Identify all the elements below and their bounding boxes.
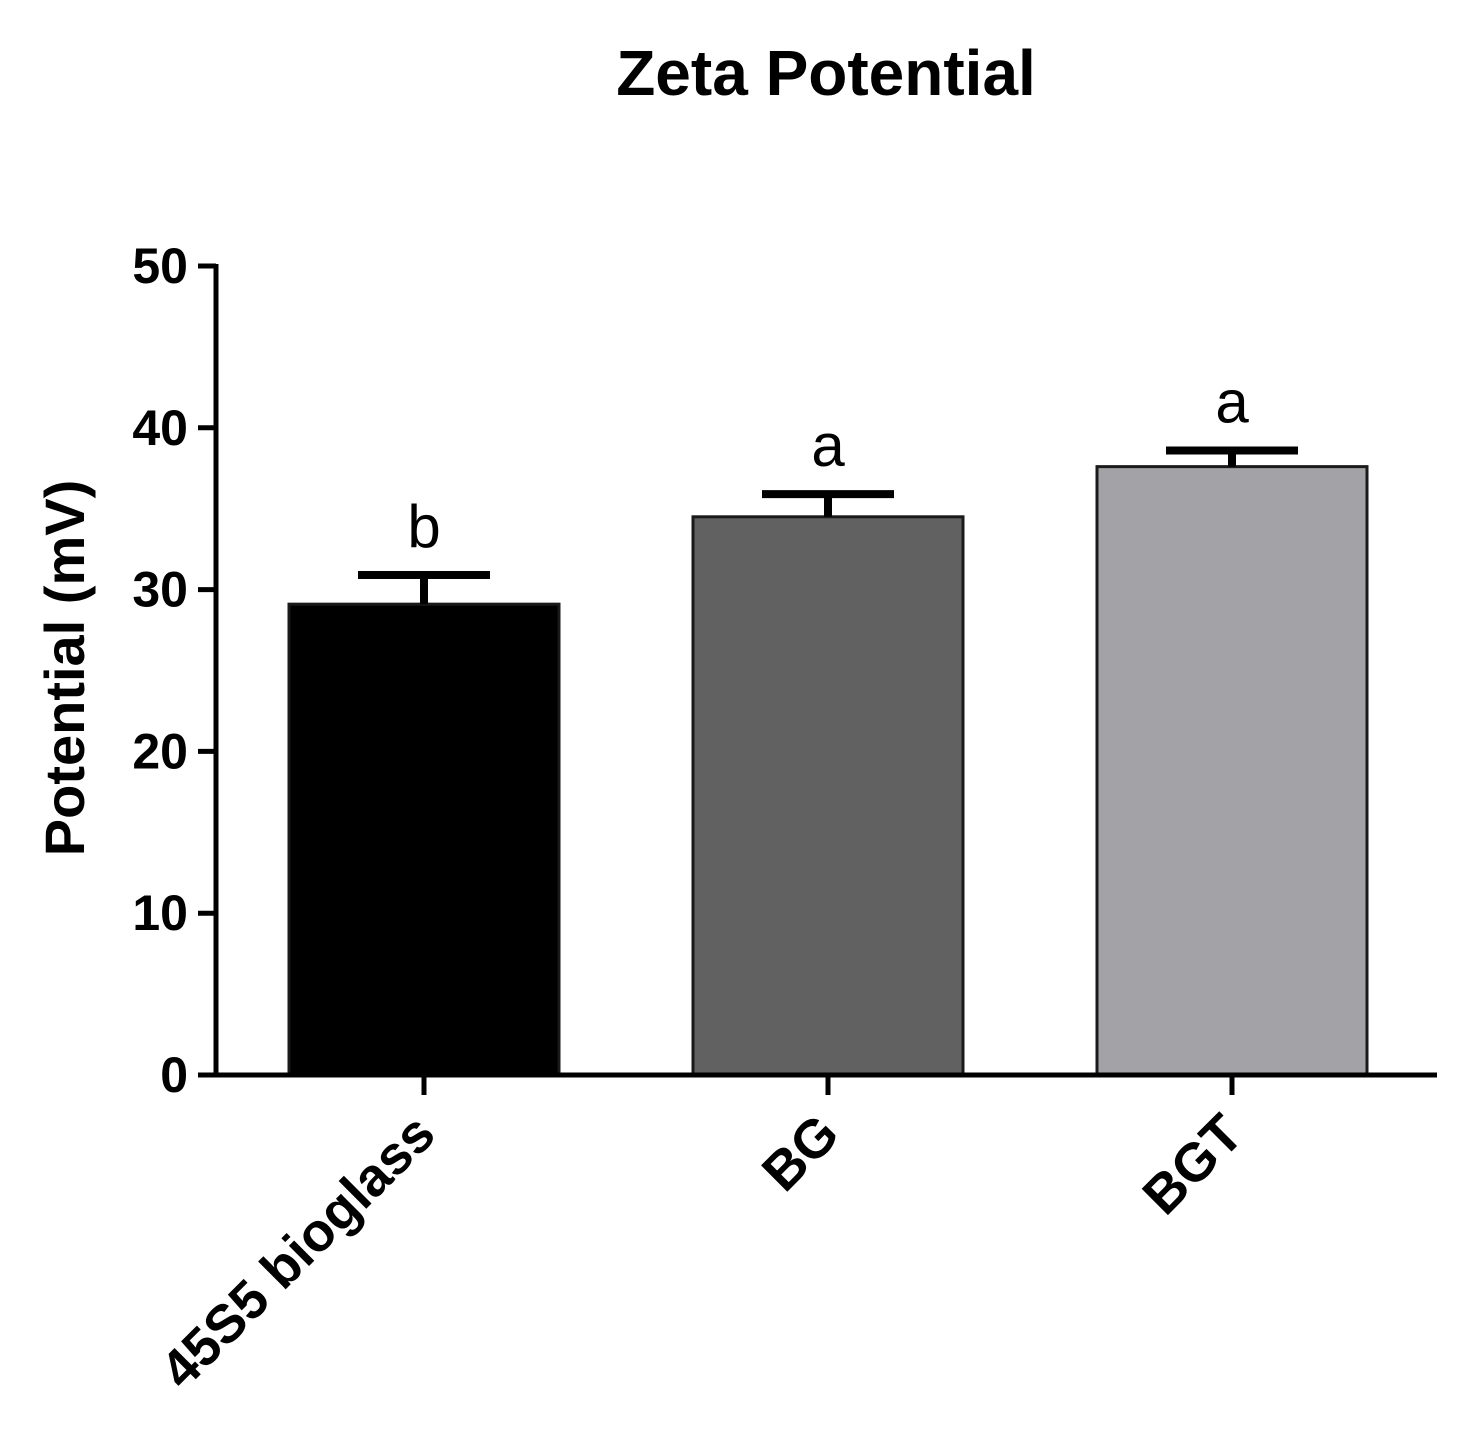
bar-0 xyxy=(287,602,561,1077)
significance-label-0: b xyxy=(407,493,440,560)
y-tick-label-1: 10 xyxy=(132,885,188,941)
axes-layer xyxy=(198,263,1437,1095)
y-axis-label: Potential (mV) xyxy=(33,480,96,856)
y-tick-label-5: 50 xyxy=(132,238,188,294)
y-tick-label-0: 0 xyxy=(160,1047,188,1103)
bars-layer xyxy=(287,446,1369,1077)
significance-label-1: a xyxy=(811,412,845,479)
bar-2 xyxy=(1095,465,1369,1077)
y-tick-label-3: 30 xyxy=(132,562,188,618)
y-tick-label-2: 20 xyxy=(132,723,188,779)
bar-1 xyxy=(691,515,965,1077)
x-tick-label-1: BG xyxy=(751,1103,851,1203)
chart-title: Zeta Potential xyxy=(616,37,1036,109)
y-tick-label-4: 40 xyxy=(132,400,188,456)
x-tick-label-2: BGT xyxy=(1131,1103,1254,1226)
significance-label-2: a xyxy=(1215,368,1249,435)
x-tick-label-0: 45S5 bioglass xyxy=(149,1103,446,1400)
